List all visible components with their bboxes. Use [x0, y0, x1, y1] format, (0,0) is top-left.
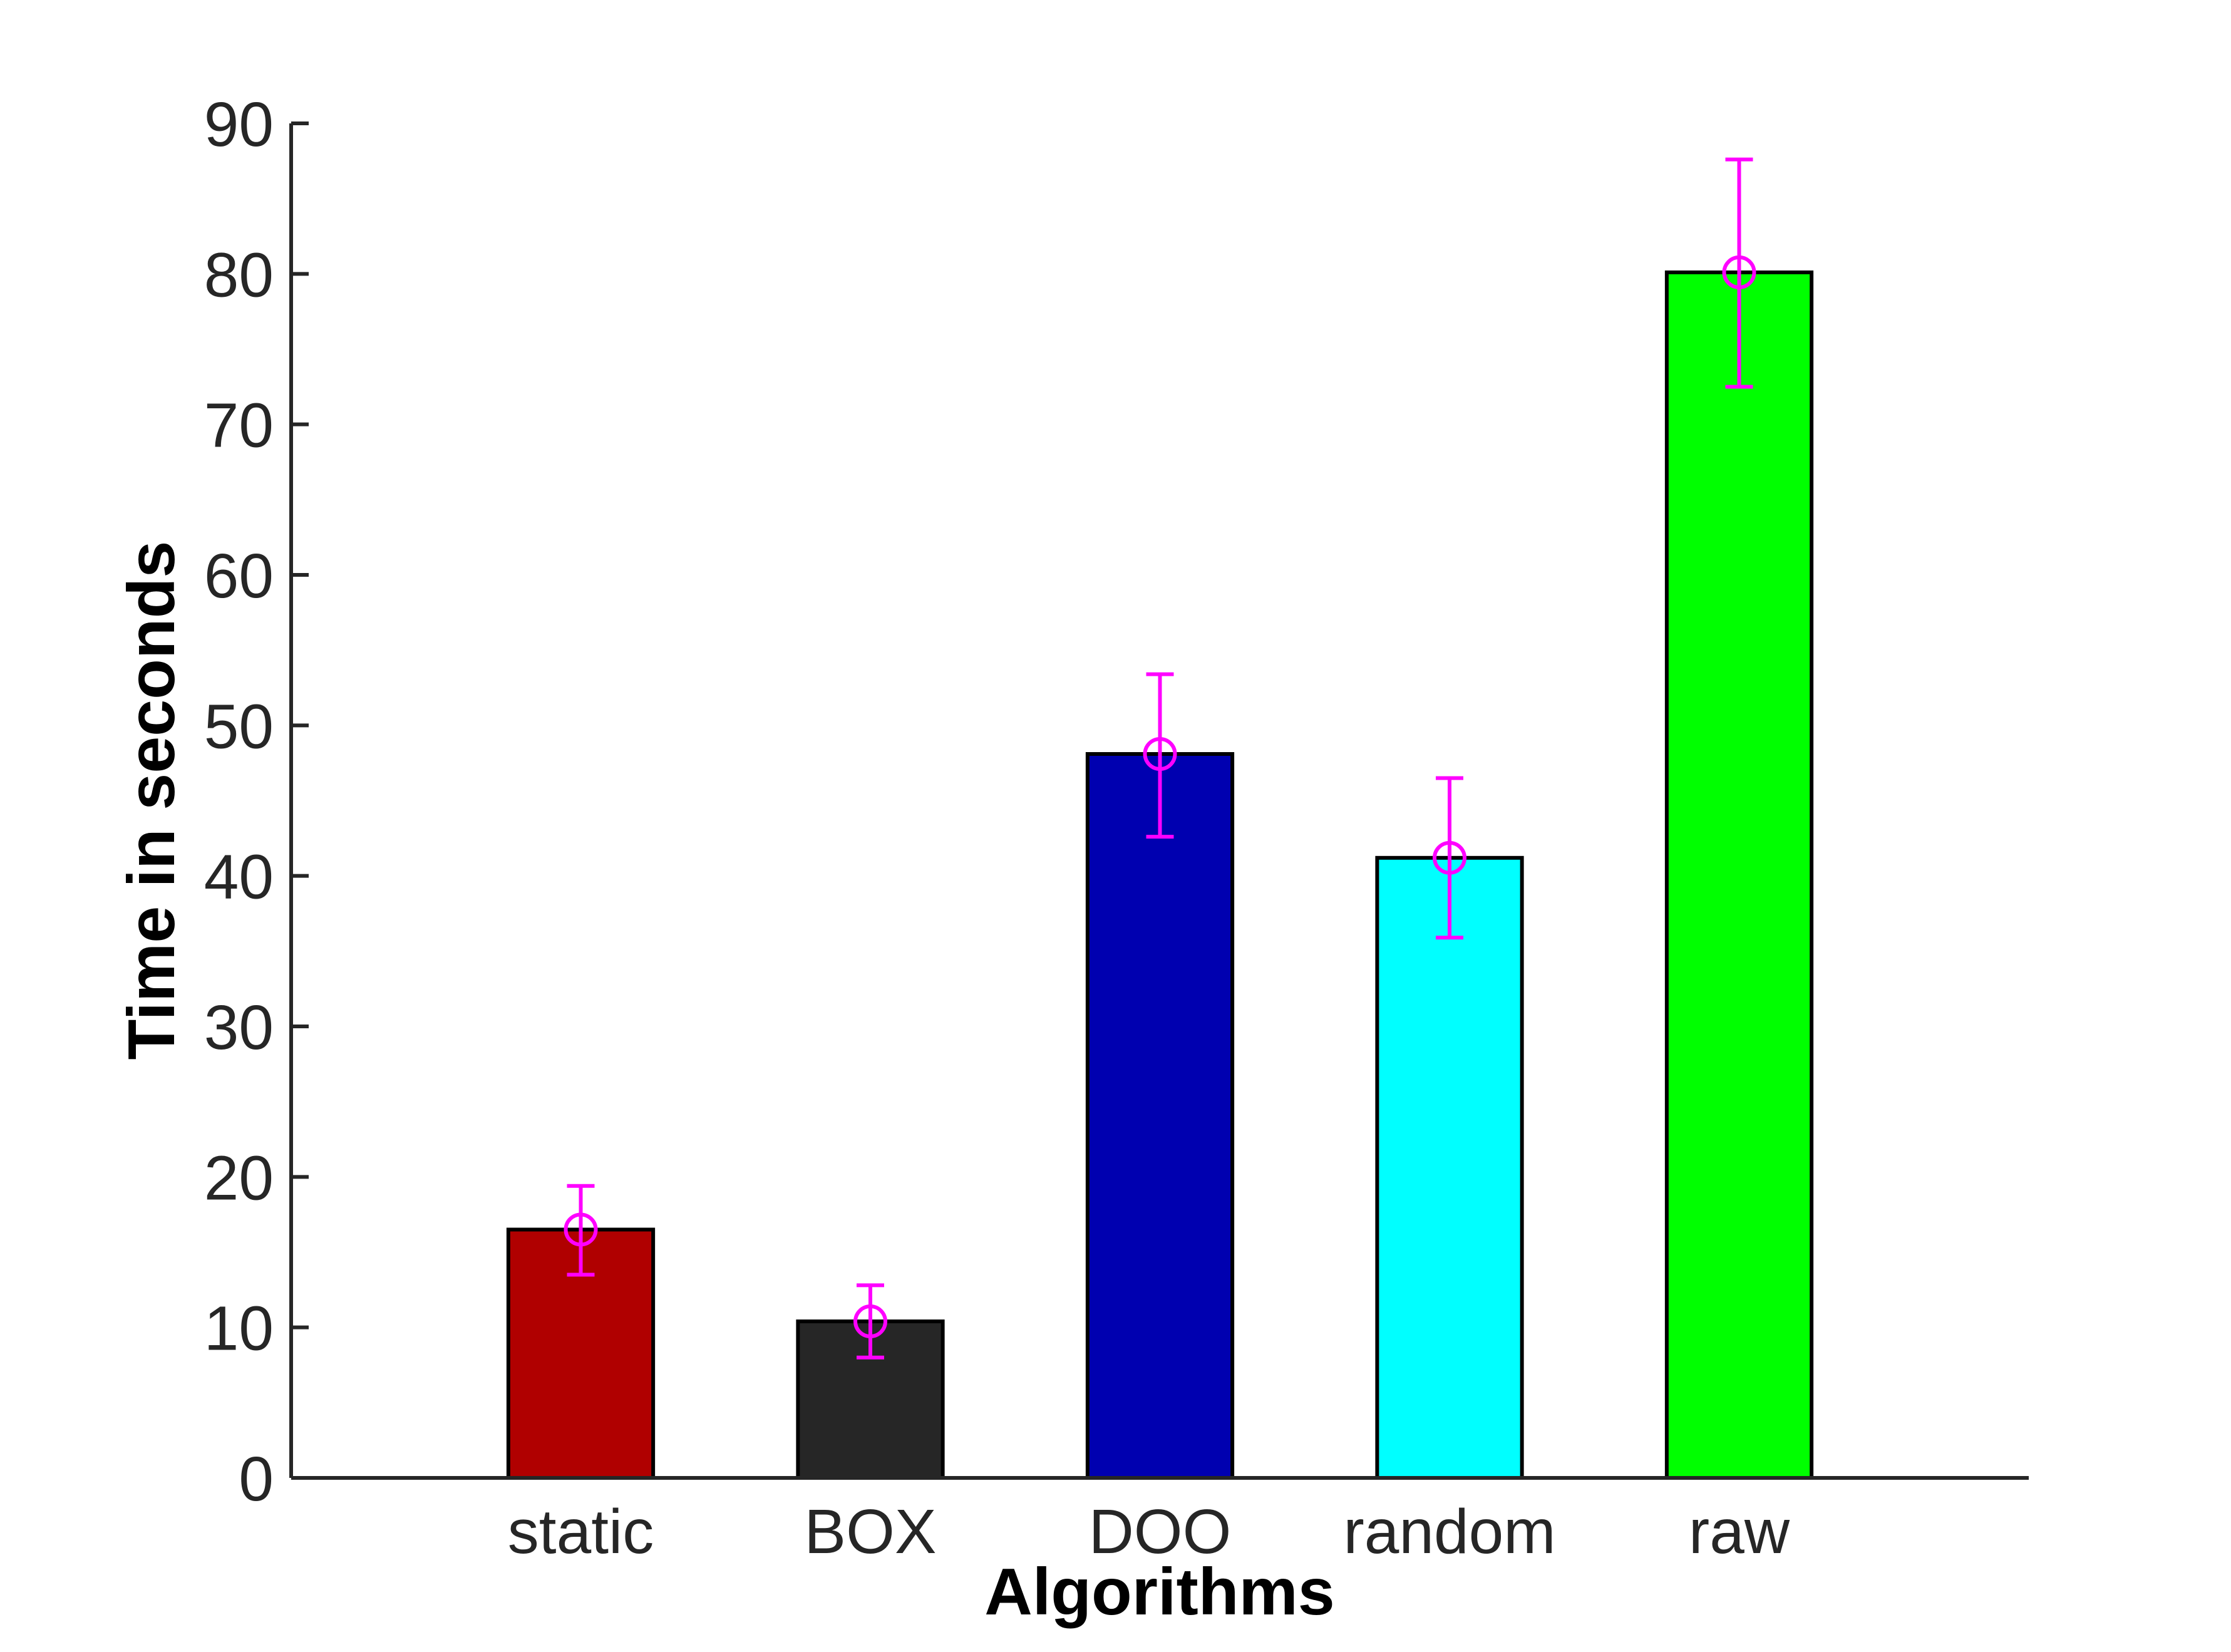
y-tick-label: 40 [204, 842, 274, 912]
bar-doo [1085, 751, 1235, 1480]
y-tick-label: 60 [204, 541, 274, 611]
x-tick-label: random [1343, 1497, 1555, 1567]
bar-raw [1664, 270, 1814, 1480]
y-tick-label: 30 [204, 993, 274, 1063]
y-ticks-group: 0 10 20 30 40 50 60 70 80 90 [204, 90, 309, 1514]
x-tick-label: DOO [1089, 1497, 1232, 1567]
mean-marker [853, 1304, 887, 1339]
error-bars-group [564, 157, 1756, 1360]
y-tick-label: 70 [204, 391, 274, 461]
bar-random [1375, 855, 1524, 1480]
y-tick-label: 80 [204, 240, 274, 310]
y-tick-label: 10 [204, 1294, 274, 1364]
x-tick-label: BOX [804, 1497, 936, 1567]
x-axis-title: Algorithms [984, 1555, 1334, 1629]
y-tick-label: 0 [239, 1444, 274, 1514]
x-ticks-group: static BOX DOO random raw [508, 1497, 1790, 1567]
mean-marker [1722, 255, 1756, 289]
bars-group [506, 270, 1814, 1480]
x-tick-label: raw [1689, 1497, 1790, 1567]
y-axis-title: Time in seconds [115, 541, 188, 1060]
axes-group [289, 123, 2029, 1480]
y-tick-label: 90 [204, 90, 274, 160]
x-tick-label: static [508, 1497, 654, 1567]
y-tick-label: 20 [204, 1143, 274, 1213]
mean-marker [1433, 840, 1466, 875]
mean-marker [564, 1212, 598, 1247]
mean-marker [1143, 736, 1177, 771]
y-tick-label: 50 [204, 691, 274, 761]
